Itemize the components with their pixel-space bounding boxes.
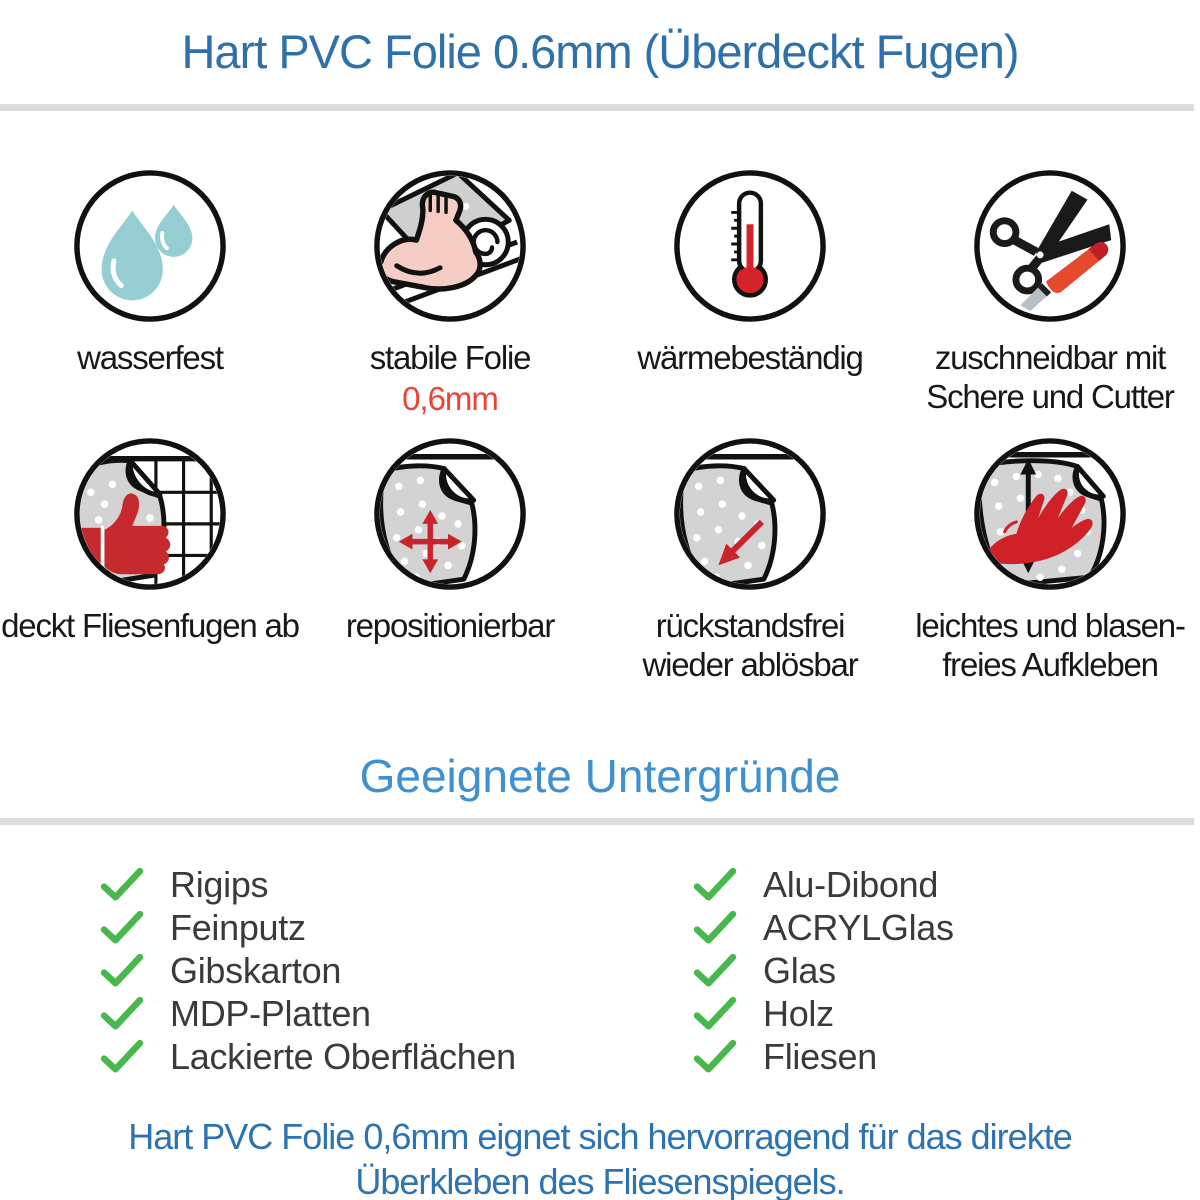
substrate-item: Feinputz bbox=[100, 906, 593, 949]
substrates-column-right: Alu-Dibond ACRYLGlas Glas Holz Fliesen bbox=[693, 863, 954, 1078]
substrates-lists: Rigips Feinputz Gibskarton MDP-Platten L… bbox=[0, 863, 1200, 1078]
check-icon bbox=[100, 867, 144, 900]
feature-waermebestaendig: wärmebeständig bbox=[600, 111, 900, 435]
feature-label: rückstandsfrei wieder ablösbar bbox=[642, 607, 859, 683]
check-icon bbox=[693, 867, 737, 900]
feature-label: wasserfest bbox=[77, 339, 224, 376]
smoothing-hand-foil-icon bbox=[974, 438, 1126, 590]
feature-label: wärmebeständig bbox=[637, 339, 864, 376]
substrate-item: Gibskarton bbox=[100, 949, 593, 992]
feature-label: stabile Folie bbox=[369, 339, 532, 376]
check-icon bbox=[693, 910, 737, 943]
check-icon bbox=[100, 910, 144, 943]
substrate-item: Rigips bbox=[100, 863, 593, 906]
thermometer-icon bbox=[674, 170, 826, 322]
feature-label: deckt Fliesenfugen ab bbox=[1, 607, 300, 644]
feature-label: zuschneidbar mit Schere und Cutter bbox=[926, 339, 1175, 415]
feature-deckt-fliesenfugen: deckt Fliesenfugen ab bbox=[0, 435, 300, 745]
divider-middle bbox=[0, 818, 1194, 825]
feature-wasserfest: wasserfest bbox=[0, 111, 300, 435]
feature-repositionierbar: repositionierbar bbox=[300, 435, 600, 745]
feature-rueckstandsfrei: rückstandsfrei wieder ablösbar bbox=[600, 435, 900, 745]
check-icon bbox=[100, 996, 144, 1029]
substrate-item: MDP-Platten bbox=[100, 992, 593, 1035]
substrate-label: Alu-Dibond bbox=[763, 863, 939, 905]
feature-zuschneidbar: zuschneidbar mit Schere und Cutter bbox=[900, 111, 1200, 435]
check-icon bbox=[100, 1039, 144, 1072]
feature-row-2: deckt Fliesenfugen ab bbox=[0, 435, 1200, 745]
substrates-column-left: Rigips Feinputz Gibskarton MDP-Platten L… bbox=[100, 863, 593, 1078]
muscle-foil-roll-icon bbox=[374, 170, 526, 322]
substrate-item: Alu-Dibond bbox=[693, 863, 954, 906]
feature-stabile-folie: stabile Folie 0,6mm bbox=[300, 111, 600, 435]
footer-note: Hart PVC Folie 0,6mm eignet sich hervorr… bbox=[128, 1116, 1072, 1200]
check-icon bbox=[100, 953, 144, 986]
substrate-label: Gibskarton bbox=[170, 949, 342, 991]
feature-label: leichtes und blasen- freies Aufkleben bbox=[915, 607, 1186, 683]
check-icon bbox=[693, 953, 737, 986]
substrate-item: Fliesen bbox=[693, 1035, 954, 1078]
substrate-label: Glas bbox=[763, 949, 836, 991]
move-arrows-foil-icon bbox=[374, 438, 526, 590]
check-icon bbox=[693, 1039, 737, 1072]
feature-label: repositionierbar bbox=[345, 607, 555, 644]
divider-top bbox=[0, 104, 1194, 111]
substrate-label: Fliesen bbox=[763, 1035, 877, 1077]
feature-row-1: wasserfest stabile Foli bbox=[0, 111, 1200, 435]
page-title: Hart PVC Folie 0.6mm (Überdeckt Fugen) bbox=[181, 25, 1019, 78]
substrate-label: ACRYLGlas bbox=[763, 906, 954, 948]
substrates-heading: Geeignete Untergründe bbox=[359, 750, 841, 802]
substrate-label: Holz bbox=[763, 992, 834, 1034]
substrate-item: Glas bbox=[693, 949, 954, 992]
feature-leichtes-aufkleben: leichtes und blasen- freies Aufkleben bbox=[900, 435, 1200, 745]
substrate-item: ACRYLGlas bbox=[693, 906, 954, 949]
check-icon bbox=[693, 996, 737, 1029]
substrate-label: Rigips bbox=[170, 863, 269, 905]
substrate-item: Holz bbox=[693, 992, 954, 1035]
scissors-cutter-icon bbox=[974, 170, 1126, 322]
feature-sublabel: 0,6mm bbox=[402, 379, 499, 417]
substrate-item: Lackierte Oberflächen bbox=[100, 1035, 593, 1078]
tile-thumbs-up-icon bbox=[74, 438, 226, 590]
substrate-label: Lackierte Oberflächen bbox=[170, 1035, 516, 1077]
substrate-label: MDP-Platten bbox=[170, 992, 371, 1034]
water-drops-icon bbox=[74, 170, 226, 322]
peel-arrow-foil-icon bbox=[674, 438, 826, 590]
substrate-label: Feinputz bbox=[170, 906, 306, 948]
